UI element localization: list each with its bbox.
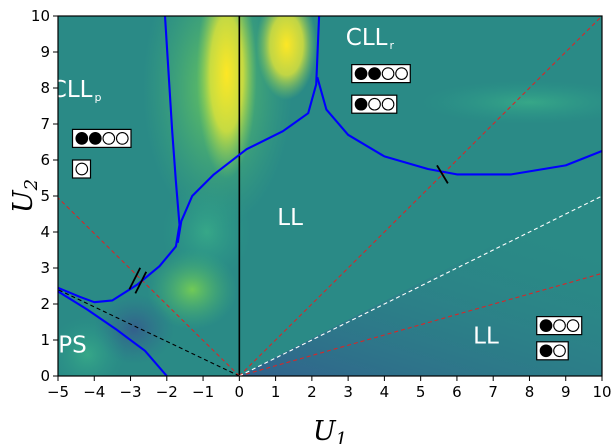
region-label-sub: p — [94, 91, 101, 104]
heatmap-yellow-right — [256, 16, 317, 100]
y-tick-label: 5 — [40, 187, 50, 205]
region-label-cll-r-1: CLL r — [346, 25, 395, 52]
boundary-lower-left — [58, 290, 168, 376]
region-label-ps-4: PS — [58, 333, 86, 359]
y-axis-title-main: U — [8, 189, 39, 213]
empty-site-dot — [115, 132, 129, 145]
empty-site-dot — [553, 319, 566, 332]
empty-site-dot — [102, 132, 116, 145]
phase-boundaries — [58, 16, 602, 376]
inset-box — [71, 128, 132, 148]
heatmap-background — [58, 16, 602, 376]
region-label-main: PS — [58, 333, 86, 359]
occupied-site-dot — [75, 132, 89, 145]
empty-site-dot — [566, 319, 580, 332]
x-tick-label: −2 — [156, 383, 178, 401]
occupied-site-dot — [354, 97, 368, 111]
inset-ll-bottom — [536, 341, 569, 361]
x-tick-label: 6 — [452, 383, 462, 401]
empty-site-dot — [395, 67, 408, 80]
occupied-site-dot — [368, 67, 381, 80]
boundary-upper-left — [58, 16, 181, 304]
empty-site-dot — [381, 97, 395, 111]
tick-right — [436, 164, 449, 184]
x-axis-title-main: U — [313, 416, 337, 444]
boundary-central — [176, 16, 321, 243]
reference-lines — [58, 16, 602, 376]
y-tick-label: 10 — [31, 7, 50, 25]
red-diagonal-upper-right — [238, 16, 602, 376]
occupied-site-dot — [88, 132, 102, 145]
occupied-site-dot — [539, 344, 553, 358]
heatmap-yellow-core — [196, 16, 257, 179]
y-tick-label: 4 — [40, 223, 50, 241]
x-tick-label: 1 — [271, 383, 281, 401]
inset-ll-top — [536, 316, 583, 336]
occupied-site-dot — [539, 319, 553, 332]
x-tick-label: −4 — [83, 383, 105, 401]
y-tick-label: 7 — [40, 115, 50, 133]
heatmap-upper-right-band — [419, 80, 602, 125]
black-diagonal-left — [58, 289, 240, 376]
occupancy-insets — [71, 63, 583, 361]
x-tick-label: 9 — [561, 383, 571, 401]
x-tick-label: 0 — [235, 383, 245, 401]
region-label-main: LL — [277, 205, 303, 231]
x-tick-label: 3 — [343, 383, 353, 401]
x-tick-label: 8 — [525, 383, 535, 401]
region-label-ll-3: LL — [473, 324, 499, 350]
boundary-tick-marks — [128, 164, 449, 294]
region-label-main: CLL — [346, 25, 388, 51]
red-diagonal-upper-left — [58, 197, 240, 376]
x-tick-label: 10 — [592, 383, 611, 401]
y-axis-title-sub: 2 — [21, 179, 42, 191]
heatmap-ps-patch — [58, 316, 126, 376]
x-axis: −5 −4 −3 −2 −1 0 1 2 3 4 5 6 7 8 9 10 — [47, 376, 612, 401]
occupied-site-dot — [354, 67, 368, 80]
region-label-main: CLL — [51, 77, 93, 103]
inset-cllr-bottom — [351, 94, 398, 114]
tick-double-left-a — [128, 267, 142, 290]
x-tick-label: −5 — [47, 383, 69, 401]
x-tick-label: −1 — [192, 383, 214, 401]
inset-cllp-top — [71, 128, 132, 148]
empty-site-dot — [381, 67, 395, 80]
inset-box — [351, 63, 411, 84]
x-tick-label: 4 — [380, 383, 390, 401]
x-tick-label: 2 — [307, 383, 317, 401]
heatmap-green-patch — [147, 249, 238, 330]
y-tick-label: 1 — [40, 331, 50, 349]
heatmap-lower-right-region — [239, 188, 602, 376]
x-axis-title: U1 — [313, 416, 347, 444]
region-label-ll-2: LL — [277, 205, 303, 231]
boundary-right — [316, 76, 602, 176]
x-tick-label: 5 — [416, 383, 426, 401]
region-label-main: LL — [473, 324, 499, 350]
y-tick-label: 8 — [40, 79, 50, 97]
y-tick-label: 0 — [40, 367, 50, 385]
y-axis: 0 1 2 3 4 5 6 7 8 9 10 — [31, 7, 58, 385]
region-label-sub: r — [389, 39, 394, 52]
empty-site-dot — [368, 97, 381, 111]
empty-site-dot — [553, 344, 566, 358]
y-axis-title: U2 — [8, 179, 42, 213]
y-tick-label: 3 — [40, 259, 50, 277]
x-tick-label: −3 — [119, 383, 141, 401]
inset-cllr-top — [351, 63, 411, 84]
tick-double-left-b — [134, 271, 148, 294]
white-diagonal — [239, 195, 602, 376]
empty-site-dot — [75, 162, 89, 176]
y-tick-label: 9 — [40, 43, 50, 61]
x-axis-title-sub: 1 — [336, 429, 347, 444]
y-tick-label: 6 — [40, 151, 50, 169]
x-tick-label: 7 — [488, 383, 498, 401]
inset-cllp-bottom — [71, 159, 92, 179]
y-tick-label: 2 — [40, 295, 50, 313]
